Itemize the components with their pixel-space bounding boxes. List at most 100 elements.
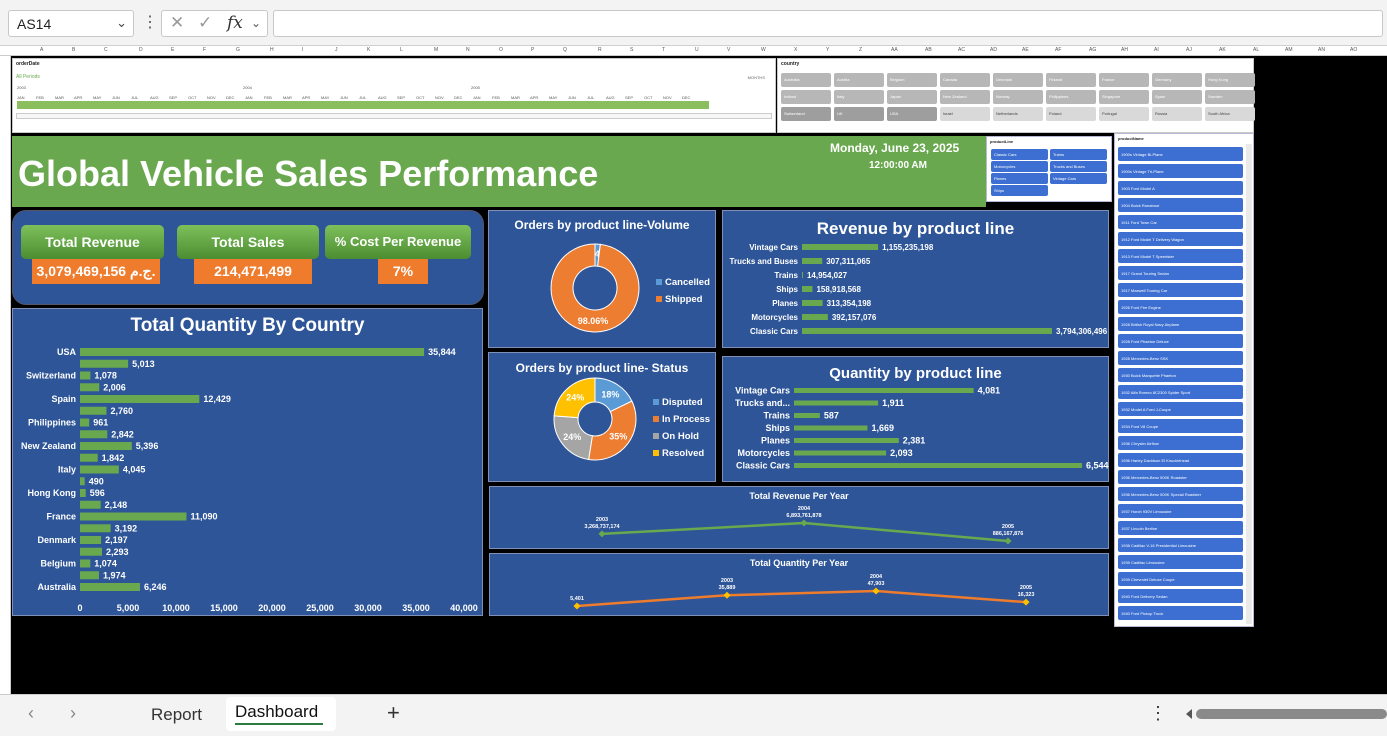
chevron-left-icon[interactable]: ‹	[28, 703, 34, 723]
timeline-month[interactable]: NOV	[663, 95, 672, 100]
timeline-month[interactable]: APR	[74, 95, 83, 100]
column-header-cell[interactable]: AD	[990, 47, 997, 53]
country-slicer-item[interactable]: Denmark	[993, 73, 1043, 87]
productname-slicer-item[interactable]: 1913 Ford Model T Speedster	[1118, 249, 1243, 263]
column-header-cell[interactable]: X	[794, 47, 798, 53]
productname-slicer-item[interactable]: 1928 Mercedes-Benz SSK	[1118, 351, 1243, 365]
column-header-cell[interactable]: U	[695, 47, 699, 53]
timeline-month[interactable]: DEC	[226, 95, 235, 100]
country-slicer-item[interactable]: Italy	[834, 90, 884, 104]
productname-slicer-item[interactable]: 1904 Buick Runabout	[1118, 198, 1243, 212]
column-header-cell[interactable]: P	[531, 47, 535, 53]
timeline-month[interactable]: FEB	[264, 95, 272, 100]
country-slicer-item[interactable]: Spain	[1152, 90, 1202, 104]
order-date-timeline[interactable]: orderDate All Periods MONTHS 2003 2004 200…	[12, 58, 776, 133]
timeline-level[interactable]: MONTHS	[747, 75, 765, 80]
productname-slicer-item[interactable]: 1900s Vintage Tri-Plane	[1118, 164, 1243, 178]
productname-slicer-item[interactable]: 1936 Harley Davidson El Knucklehead	[1118, 453, 1243, 467]
more-options-icon[interactable]: ⋮	[1149, 703, 1167, 723]
country-slicer-item[interactable]: Sweden	[1205, 90, 1255, 104]
column-header-cell[interactable]: AA	[891, 47, 898, 53]
productname-slicer-item[interactable]: 1938 Cadillac V-16 Presidential Limousin…	[1118, 538, 1243, 552]
productline-slicer-item[interactable]: Trucks and Buses	[1050, 161, 1107, 172]
column-header-cell[interactable]: AK	[1219, 47, 1226, 53]
column-header-cell[interactable]: AF	[1055, 47, 1062, 53]
productline-slicer-item[interactable]: Ships	[991, 185, 1048, 196]
country-slicer-item[interactable]: Russia	[1152, 107, 1202, 121]
column-header-cell[interactable]: R	[598, 47, 602, 53]
timeline-month[interactable]: OCT	[644, 95, 653, 100]
timeline-month[interactable]: SEP	[397, 95, 406, 100]
country-slicer-item[interactable]: Austria	[834, 73, 884, 87]
timeline-month[interactable]: FEB	[492, 95, 500, 100]
more-options-icon[interactable]: ⋮	[142, 14, 158, 31]
column-header-cell[interactable]: F	[203, 47, 207, 53]
column-header[interactable]: A B C D E F G H I J K L M N O P Q R S T U V W X Y Z AA AB AC AD AE AF AG…	[0, 46, 1387, 56]
timeline-month[interactable]: JUN	[340, 95, 348, 100]
column-header-cell[interactable]: B	[72, 47, 76, 53]
country-slicer-item[interactable]: France	[1099, 73, 1149, 87]
column-header-cell[interactable]: A	[40, 47, 44, 53]
row-header[interactable]	[0, 56, 11, 694]
country-slicer-item[interactable]: Netherlands	[993, 107, 1043, 121]
column-header-cell[interactable]: Y	[826, 47, 830, 53]
horizontal-scrollbar[interactable]	[1176, 707, 1387, 721]
column-header-cell[interactable]: D	[139, 47, 143, 53]
productname-slicer-item[interactable]: 1936 Mercedes-Benz 500K Roadster	[1118, 470, 1243, 484]
timeline-month[interactable]: JUL	[359, 95, 367, 100]
productname-slicer-item[interactable]: 1940 Ford Pickup Truck	[1118, 606, 1243, 620]
column-header-cell[interactable]: AI	[1154, 47, 1159, 53]
tab-dashboard[interactable]: Dashboard	[226, 697, 336, 731]
productname-slicer-item[interactable]: 1937 Lincoln Berline	[1118, 521, 1243, 535]
name-box[interactable]: AS14 ⌄	[8, 10, 134, 37]
timeline-month[interactable]: MAY	[93, 95, 102, 100]
productname-slicer-item[interactable]: 1917 Grand Touring Sedan	[1118, 266, 1243, 280]
productname-slicer-item[interactable]: 1939 Cadillac Limousine	[1118, 555, 1243, 569]
timeline-month[interactable]: MAY	[321, 95, 330, 100]
column-header-cell[interactable]: I	[302, 47, 304, 53]
column-header-cell[interactable]: S	[630, 47, 634, 53]
timeline-month[interactable]: SEP	[625, 95, 634, 100]
timeline-month[interactable]: MAR	[283, 95, 292, 100]
country-slicer-item[interactable]: Israel	[940, 107, 990, 121]
productname-slicer-item[interactable]: 1911 Ford Town Car	[1118, 215, 1243, 229]
productname-slicer-item[interactable]: 1926 Ford Fire Engine	[1118, 300, 1243, 314]
productname-slicer-item[interactable]: 1939 Chevrolet Deluxe Coupe	[1118, 572, 1243, 586]
column-header-cell[interactable]: AO	[1350, 47, 1358, 53]
timeline-month[interactable]: NOV	[207, 95, 216, 100]
productname-slicer-item[interactable]: 1930 Buick Marquette Phaeton	[1118, 368, 1243, 382]
timeline-month[interactable]: FEB	[36, 95, 44, 100]
productname-slicer-item[interactable]: 1936 Chrysler Airflow	[1118, 436, 1243, 450]
column-header-cell[interactable]: L	[400, 47, 403, 53]
column-header-cell[interactable]: G	[236, 47, 240, 53]
country-slicer-item[interactable]: Ireland	[781, 90, 831, 104]
productname-slicer-item[interactable]: 1934 Ford V8 Coupe	[1118, 419, 1243, 433]
column-header-cell[interactable]: AJ	[1186, 47, 1192, 53]
column-header-cell[interactable]: C	[104, 47, 108, 53]
add-sheet-button[interactable]: +	[387, 700, 400, 725]
column-header-cell[interactable]: AM	[1285, 47, 1293, 53]
chevron-right-icon[interactable]: ›	[70, 703, 76, 723]
column-header-cell[interactable]: AB	[925, 47, 932, 53]
country-slicer-item[interactable]: Germany	[1152, 73, 1202, 87]
productname-slicer-item[interactable]: 1912 Ford Model T Delivery Wagon	[1118, 232, 1243, 246]
productname-slicer-item[interactable]: 1936 Mercedes-Benz 500K Special Roadster	[1118, 487, 1243, 501]
slicer-scrollbar[interactable]	[1246, 144, 1252, 624]
timeline-month[interactable]: JAN	[473, 95, 481, 100]
timeline-month[interactable]: APR	[530, 95, 539, 100]
column-header-cell[interactable]: AC	[958, 47, 965, 53]
country-slicer-item[interactable]: Philippines	[1046, 90, 1096, 104]
column-header-cell[interactable]: J	[335, 47, 338, 53]
productname-slicer-item[interactable]: 1900s Vintage Bi-Plane	[1118, 147, 1243, 161]
timeline-scrollbar[interactable]	[16, 113, 772, 119]
productname-slicer-item[interactable]: 1937 Horch 930V Limousine	[1118, 504, 1243, 518]
country-slicer-item[interactable]: Portugal	[1099, 107, 1149, 121]
productname-slicer-item[interactable]: 1917 Maxwell Touring Car	[1118, 283, 1243, 297]
timeline-month[interactable]: DEC	[454, 95, 463, 100]
timeline-month[interactable]: MAR	[55, 95, 64, 100]
productline-slicer-item[interactable]: Vintage Cars	[1050, 173, 1107, 184]
productname-slicer-item[interactable]: 1932 Model A Ford J-Coupe	[1118, 402, 1243, 416]
country-slicer-item[interactable]: Australia	[781, 73, 831, 87]
productname-slicer-item[interactable]: 1928 British Royal Navy Airplane	[1118, 317, 1243, 331]
enter-icon[interactable]: ✓	[198, 13, 213, 32]
